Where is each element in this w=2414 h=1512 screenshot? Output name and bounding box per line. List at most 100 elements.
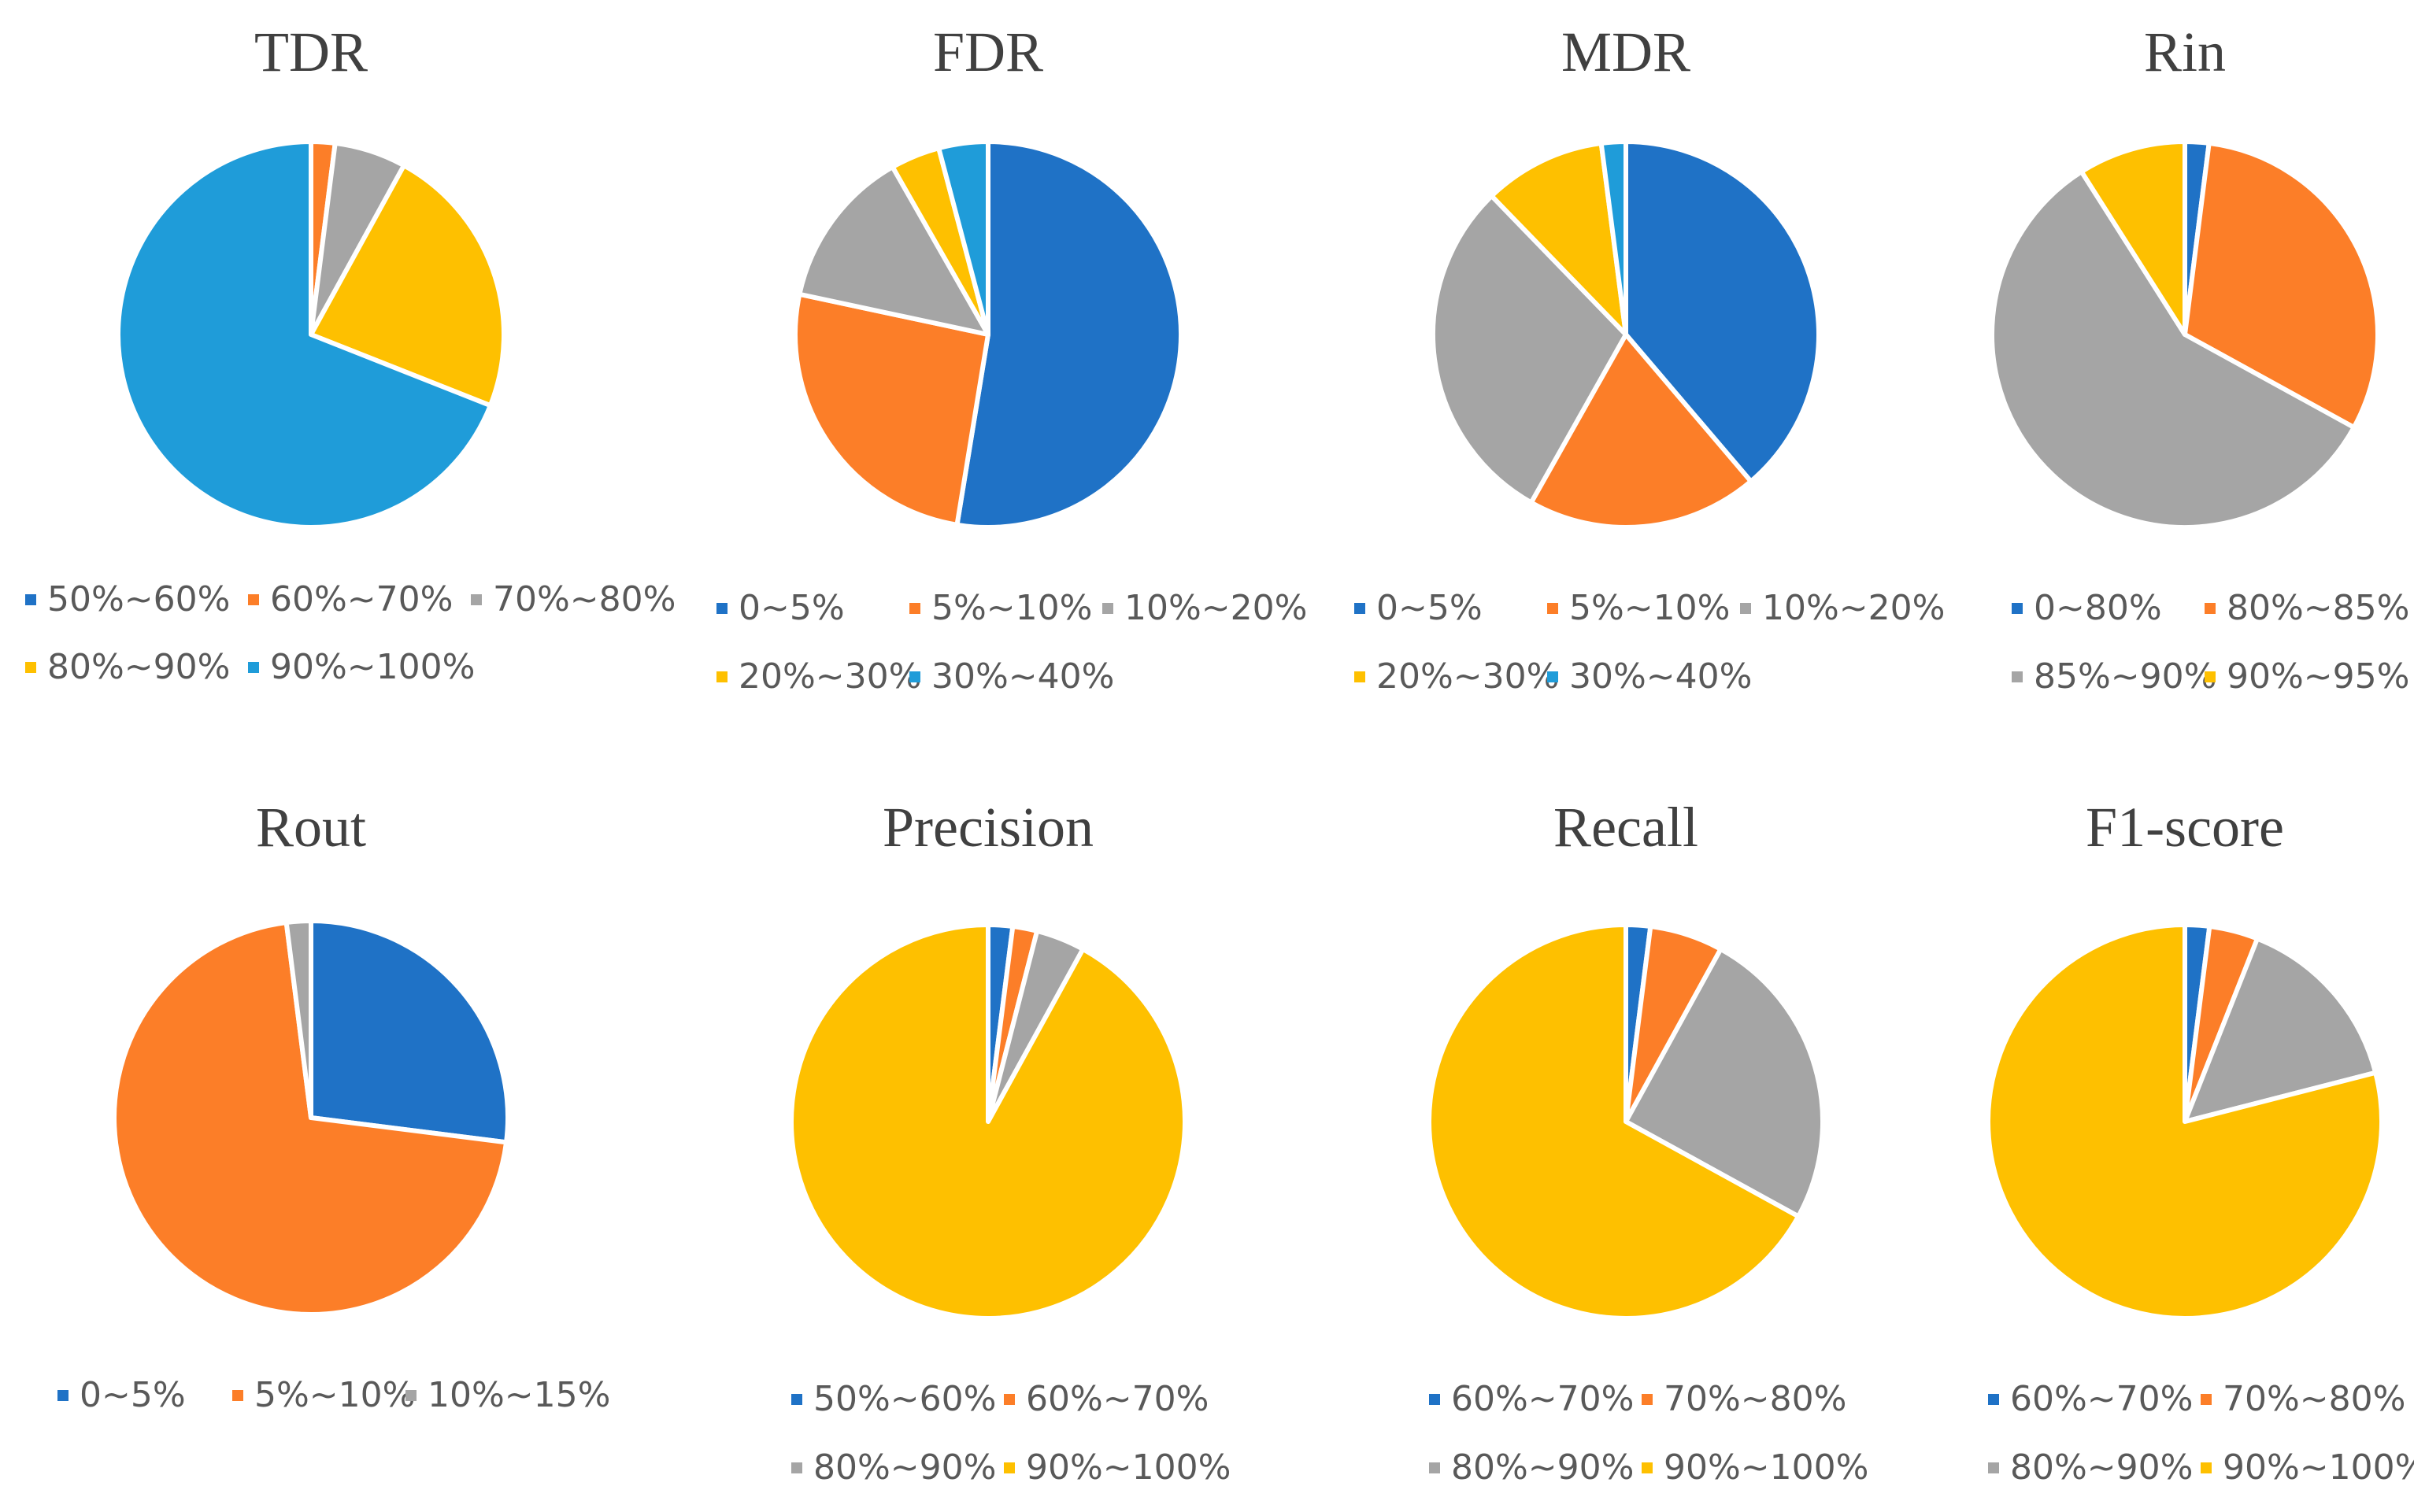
- legend-item-fdr-10pct-to-20pct: 10%~20%: [1102, 591, 1307, 626]
- legend-item-mdr-10pct-to-20pct: 10%~20%: [1740, 591, 1945, 626]
- legend-swatch-fdr-0-to-5pct: [716, 603, 728, 614]
- legend-label: 0~5%: [1376, 588, 1483, 628]
- legend-swatch-precision-80pct-to-90pct: [791, 1462, 802, 1473]
- pie-slice-tdr-80pct-to-90pct: [309, 163, 506, 408]
- legend-swatch-rout-5pct-to-10pct: [232, 1390, 243, 1401]
- legend-swatch-precision-50pct-to-60pct: [791, 1394, 802, 1405]
- legend-item-fdr-20pct-to-30pct: 20%~30%: [716, 660, 921, 694]
- legend-swatch-mdr-10pct-to-20pct: [1740, 603, 1751, 614]
- legend-swatch-mdr-30pct-to-40pct: [1547, 671, 1558, 682]
- pie-slice-fdr-0-to-5pct: [954, 139, 1184, 530]
- legend-label: 10%~20%: [1124, 588, 1308, 628]
- legend-swatch-rin-0-to-80pct: [2012, 603, 2023, 614]
- legend-swatch-fdr-30pct-to-40pct: [909, 671, 920, 682]
- legend-swatch-rout-0-to-5pct: [57, 1390, 68, 1401]
- legend-item-tdr-80pct-to-90pct: 80%~90%: [25, 650, 230, 685]
- legend-item-tdr-90pct-to-100pct: 90%~100%: [248, 650, 475, 685]
- legend-swatch-f1-score-70pct-to-80pct: [2201, 1394, 2212, 1405]
- legend-label: 80%~85%: [2227, 588, 2410, 628]
- legend-item-precision-60pct-to-70pct: 60%~70%: [1004, 1382, 1209, 1417]
- legend-label: 0~5%: [80, 1375, 186, 1415]
- legend-swatch-recall-60pct-to-70pct: [1429, 1394, 1440, 1405]
- chart-title-tdr: TDR: [254, 20, 368, 83]
- pie-slice-mdr-20pct-to-30pct: [1489, 141, 1628, 337]
- pie-slice-rin-80pct-to-85pct: [2183, 140, 2380, 431]
- pie-slice-mdr-0-to-5pct: [1624, 139, 1821, 484]
- legend-swatch-recall-90pct-to-100pct: [1642, 1462, 1653, 1473]
- pie-slice-fdr-5pct-to-10pct: [793, 291, 990, 527]
- pie-recall: [1427, 922, 1825, 1321]
- pie-mdr: [1431, 139, 1821, 530]
- legend-item-rout-0-to-5pct: 0~5%: [57, 1378, 186, 1413]
- legend-label: 80%~90%: [2010, 1447, 2194, 1488]
- legend-label: 90%~100%: [2223, 1447, 2414, 1488]
- legend-item-f1-score-80pct-to-90pct: 80%~90%: [1988, 1451, 2193, 1485]
- legend-item-fdr-5pct-to-10pct: 5%~10%: [909, 591, 1092, 626]
- legend-label: 80%~90%: [1451, 1447, 1635, 1488]
- legend-label: 20%~30%: [1376, 656, 1560, 697]
- legend-swatch-rin-85pct-to-90pct: [2012, 671, 2023, 682]
- legend-label: 90%~95%: [2227, 656, 2410, 697]
- legend-label: 80%~90%: [813, 1447, 997, 1488]
- legend-label: 0~5%: [739, 588, 845, 628]
- legend-swatch-rout-10pct-to-15pct: [405, 1390, 417, 1401]
- pie-slice-mdr-10pct-to-20pct: [1431, 194, 1628, 505]
- legend-item-f1-score-70pct-to-80pct: 70%~80%: [2201, 1382, 2405, 1417]
- legend-item-rin-0-to-80pct: 0~80%: [2012, 591, 2162, 626]
- legend-label: 30%~40%: [1569, 656, 1753, 697]
- legend-item-precision-50pct-to-60pct: 50%~60%: [791, 1382, 996, 1417]
- pie-slice-rin-90pct-to-95pct: [2079, 139, 2187, 337]
- legend-label: 85%~90%: [2034, 656, 2217, 697]
- legend-swatch-mdr-20pct-to-30pct: [1354, 671, 1365, 682]
- pie-rin: [1990, 139, 2380, 530]
- legend-item-recall-70pct-to-80pct: 70%~80%: [1642, 1382, 1846, 1417]
- legend-item-recall-90pct-to-100pct: 90%~100%: [1642, 1451, 1868, 1485]
- chart-title-rout: Rout: [255, 796, 367, 859]
- pie-slice-mdr-5pct-to-10pct: [1528, 332, 1753, 530]
- legend-item-mdr-30pct-to-40pct: 30%~40%: [1547, 660, 1752, 694]
- legend-swatch-mdr-5pct-to-10pct: [1547, 603, 1558, 614]
- legend-label: 5%~10%: [931, 588, 1093, 628]
- legend-item-mdr-5pct-to-10pct: 5%~10%: [1547, 591, 1730, 626]
- pie-f1-score: [1986, 922, 2384, 1321]
- legend-label: 60%~70%: [270, 579, 454, 619]
- legend-swatch-rin-90pct-to-95pct: [2205, 671, 2216, 682]
- chart-title-fdr: FDR: [932, 20, 1044, 83]
- legend-label: 90%~100%: [270, 647, 476, 687]
- legend-item-tdr-70pct-to-80pct: 70%~80%: [471, 582, 676, 617]
- pie-slice-rout-10pct-to-15pct: [283, 919, 313, 1120]
- legend-swatch-recall-70pct-to-80pct: [1642, 1394, 1653, 1405]
- legend-swatch-f1-score-90pct-to-100pct: [2201, 1462, 2212, 1473]
- legend-label: 50%~60%: [47, 579, 231, 619]
- pie-slice-precision-90pct-to-100pct: [789, 922, 1187, 1321]
- legend-item-f1-score-90pct-to-100pct: 90%~100%: [2201, 1451, 2414, 1485]
- legend-item-mdr-20pct-to-30pct: 20%~30%: [1354, 660, 1559, 694]
- legend-item-rout-10pct-to-15pct: 10%~15%: [405, 1378, 610, 1413]
- legend-swatch-precision-60pct-to-70pct: [1004, 1394, 1015, 1405]
- legend-item-rin-80pct-to-85pct: 80%~85%: [2205, 591, 2409, 626]
- legend-label: 60%~70%: [2010, 1379, 2194, 1419]
- chart-title-precision: Precision: [883, 796, 1094, 859]
- legend-item-mdr-0-to-5pct: 0~5%: [1354, 591, 1483, 626]
- legend-item-tdr-50pct-to-60pct: 50%~60%: [25, 582, 230, 617]
- legend-label: 90%~100%: [1026, 1447, 1231, 1488]
- legend-item-f1-score-60pct-to-70pct: 60%~70%: [1988, 1382, 2193, 1417]
- pie-slice-rout-0-to-5pct: [309, 919, 510, 1145]
- legend-item-recall-80pct-to-90pct: 80%~90%: [1429, 1451, 1634, 1485]
- legend-swatch-tdr-60pct-to-70pct: [248, 594, 259, 605]
- chart-title-recall: Recall: [1553, 796, 1698, 859]
- legend-label: 50%~60%: [813, 1379, 997, 1419]
- legend-label: 10%~15%: [428, 1375, 611, 1415]
- legend-label: 20%~30%: [739, 656, 922, 697]
- legend-swatch-fdr-10pct-to-20pct: [1102, 603, 1113, 614]
- legend-item-precision-90pct-to-100pct: 90%~100%: [1004, 1451, 1231, 1485]
- legend-swatch-fdr-5pct-to-10pct: [909, 603, 920, 614]
- legend-swatch-tdr-50pct-to-60pct: [25, 594, 36, 605]
- pie-slice-mdr-30pct-to-40pct: [1598, 139, 1628, 337]
- legend-item-rin-85pct-to-90pct: 85%~90%: [2012, 660, 2216, 694]
- legend-item-rin-90pct-to-95pct: 90%~95%: [2205, 660, 2409, 694]
- pie-slice-f1-score-80pct-to-90pct: [2183, 936, 2379, 1124]
- pie-slice-rin-85pct-to-90pct: [1990, 169, 2357, 530]
- legend-swatch-tdr-90pct-to-100pct: [248, 662, 259, 673]
- pie-fdr: [793, 139, 1184, 530]
